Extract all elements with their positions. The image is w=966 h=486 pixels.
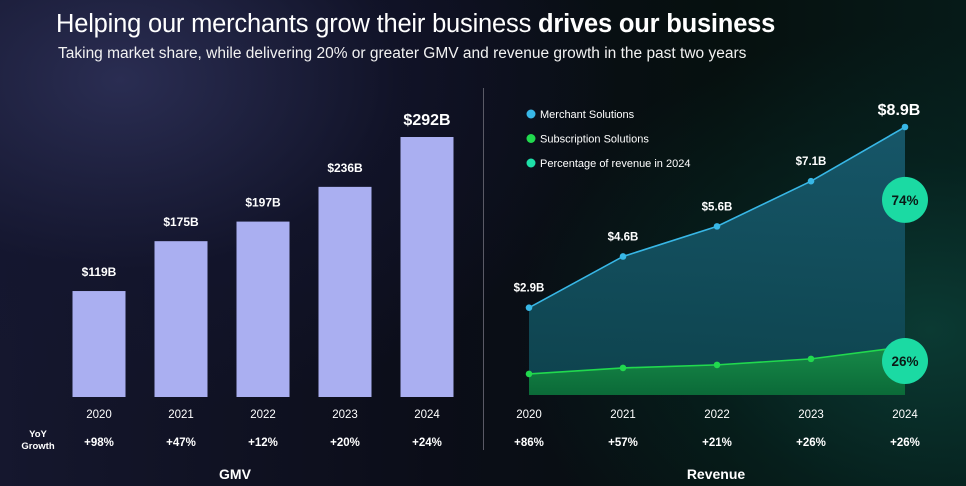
gmv-year-label: 2021 bbox=[168, 409, 194, 421]
legend-label: Subscription Solutions bbox=[540, 134, 649, 146]
gmv-yoy-value: +47% bbox=[166, 437, 196, 449]
gmv-bar-2023 bbox=[318, 186, 372, 397]
revenue-year-label: 2023 bbox=[798, 409, 824, 421]
revenue-yoy-value: +26% bbox=[796, 437, 826, 449]
gmv-value-label: $236B bbox=[327, 161, 363, 175]
merchant-point bbox=[525, 304, 533, 311]
gmv-bar-2024 bbox=[400, 137, 454, 397]
revenue-year-label: 2024 bbox=[892, 409, 918, 421]
revenue-year-label: 2022 bbox=[704, 409, 730, 421]
merchant-share-badge-label: 74% bbox=[891, 193, 918, 208]
legend-label: Merchant Solutions bbox=[540, 109, 635, 121]
page-subtitle: Taking market share, while delivering 20… bbox=[58, 45, 747, 62]
merchant-share-badge bbox=[882, 176, 928, 223]
subscription-point bbox=[619, 364, 627, 372]
gmv-value-label: $197B bbox=[245, 196, 281, 210]
legend-label: Percentage of revenue in 2024 bbox=[540, 158, 690, 170]
revenue-yoy-value: +21% bbox=[702, 437, 732, 449]
gmv-year-label: 2022 bbox=[250, 409, 276, 421]
revenue-total-label: $8.9B bbox=[878, 102, 921, 119]
gmv-yoy-value: +12% bbox=[248, 437, 278, 449]
legend-dot bbox=[526, 109, 536, 119]
gmv-yoy-value: +98% bbox=[84, 437, 114, 449]
merchant-point bbox=[807, 177, 815, 185]
revenue-yoy-value: +26% bbox=[890, 437, 920, 449]
gmv-year-label: 2023 bbox=[332, 409, 358, 421]
merchant-point bbox=[619, 253, 627, 260]
yoy-label-line2: Growth bbox=[21, 441, 54, 452]
gmv-yoy-value: +24% bbox=[412, 437, 442, 449]
revenue-chart: $2.9B 2020 +86% $4.6B 2021 +57% $5.6B 2022 +21% $… bbox=[514, 102, 928, 482]
page-title: Helping our merchants grow their busines… bbox=[56, 10, 775, 39]
subscription-point bbox=[713, 361, 721, 369]
title-regular: Helping our merchants grow their busines… bbox=[56, 10, 539, 38]
gmv-chart-title: GMV bbox=[219, 466, 252, 482]
merchant-area bbox=[529, 127, 905, 395]
gmv-yoy-value: +20% bbox=[330, 437, 360, 449]
gmv-bar-2021 bbox=[154, 241, 208, 397]
merchant-point bbox=[901, 123, 909, 131]
merchant-point bbox=[713, 223, 721, 230]
revenue-chart-title: Revenue bbox=[687, 466, 746, 482]
revenue-yoy-value: +57% bbox=[608, 437, 638, 449]
revenue-total-label: $4.6B bbox=[608, 231, 639, 243]
subscription-point bbox=[525, 370, 533, 378]
subscription-point bbox=[807, 355, 815, 363]
revenue-total-label: $2.9B bbox=[514, 283, 545, 295]
revenue-total-label: $7.1B bbox=[796, 156, 827, 168]
legend-dot bbox=[526, 134, 536, 143]
gmv-value-label: $292B bbox=[403, 112, 450, 129]
subscription-share-badge-label: 26% bbox=[891, 354, 918, 369]
gmv-value-label: $119B bbox=[82, 265, 117, 279]
panel-divider bbox=[483, 88, 484, 450]
gmv-chart: $119B 2020 +98% $175B 2021 +47% $197B 2022 +12% $… bbox=[72, 112, 454, 482]
subscription-share-badge bbox=[882, 338, 928, 384]
title-bold: drives our business bbox=[538, 10, 776, 38]
yoy-label-line1: YoY bbox=[29, 429, 47, 440]
revenue-year-label: 2021 bbox=[610, 409, 636, 421]
legend-dot bbox=[526, 158, 536, 168]
gmv-bar-2022 bbox=[236, 221, 290, 397]
revenue-yoy-value: +86% bbox=[514, 437, 544, 449]
gmv-value-label: $175B bbox=[163, 215, 199, 229]
gmv-year-label: 2024 bbox=[414, 409, 440, 421]
revenue-total-label: $5.6B bbox=[702, 201, 733, 213]
gmv-year-label: 2020 bbox=[86, 409, 112, 421]
gmv-bar-2020 bbox=[72, 291, 126, 397]
revenue-year-label: 2020 bbox=[516, 409, 542, 421]
